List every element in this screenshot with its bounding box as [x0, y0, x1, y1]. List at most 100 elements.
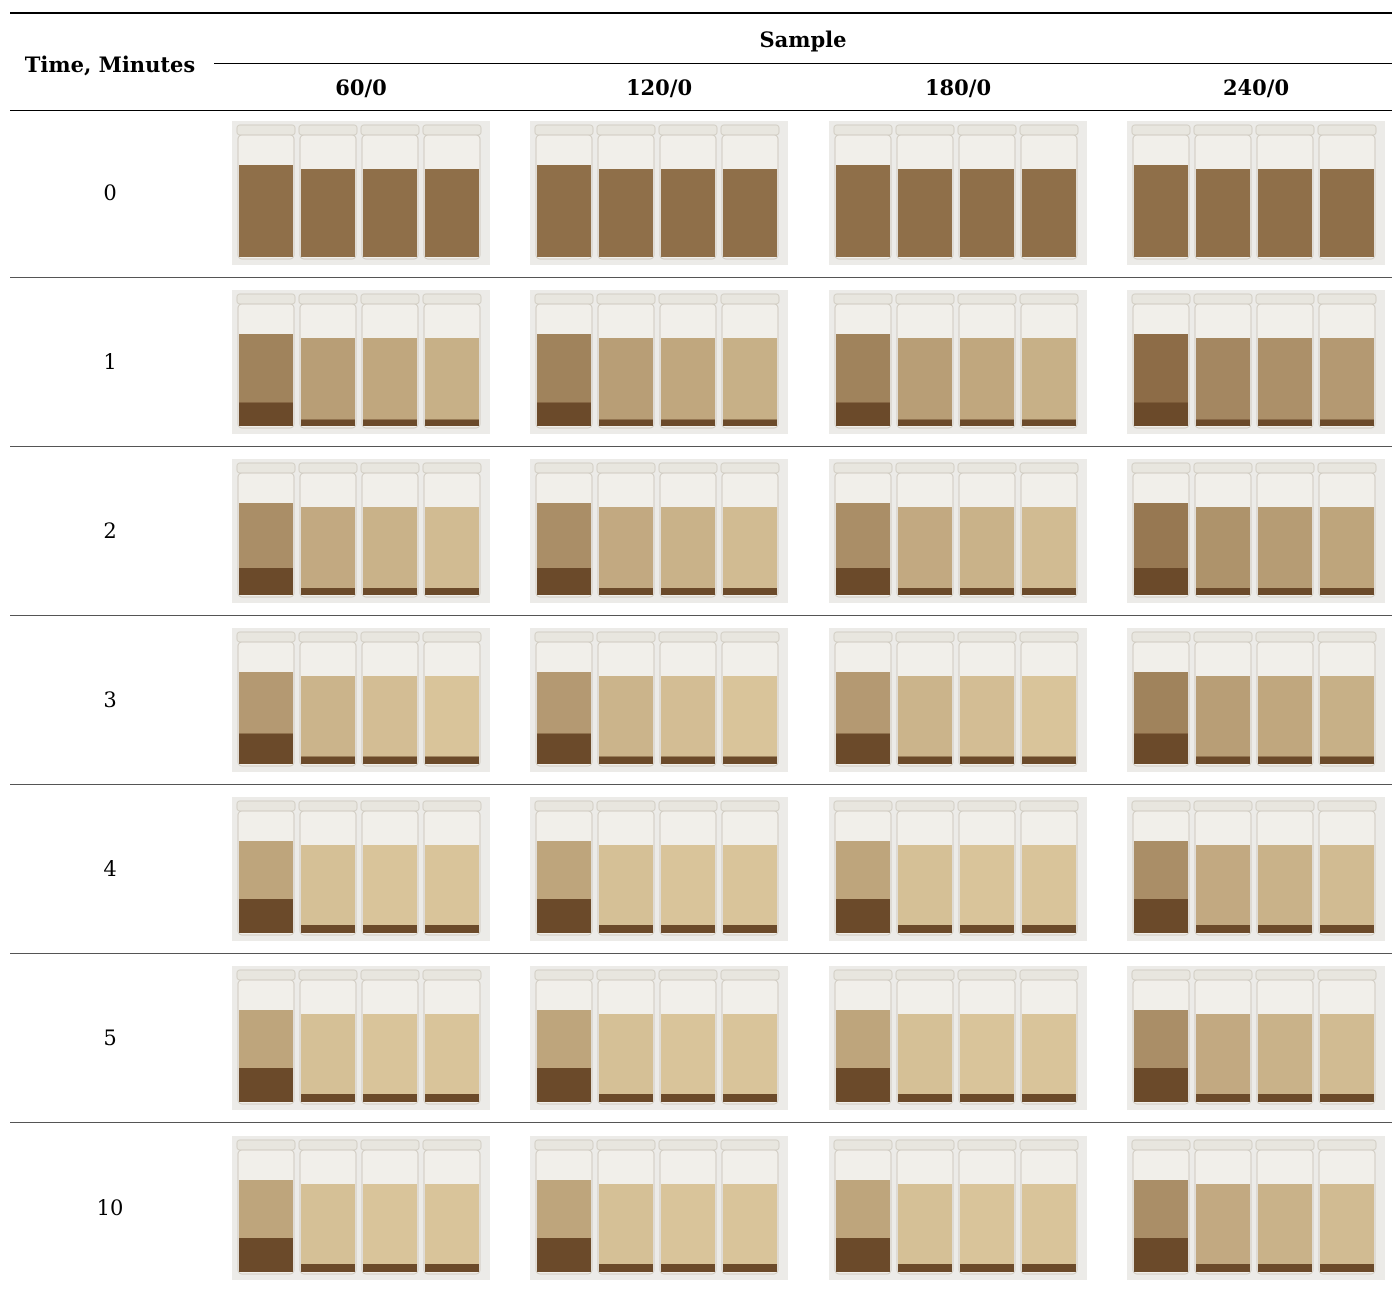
vial-cap	[236, 462, 296, 474]
vial-sediment	[1258, 588, 1312, 595]
vial	[1193, 1139, 1253, 1275]
column-header-60-0: 60/0	[335, 75, 387, 100]
vial	[895, 293, 955, 429]
vial	[833, 800, 893, 936]
time-cell: 10	[96, 1196, 124, 1220]
vial-liquid	[1196, 338, 1250, 426]
vial-sediment	[661, 419, 715, 426]
vial-sediment	[537, 1068, 591, 1102]
vials-illustration	[1127, 121, 1385, 265]
vial-sediment	[425, 1094, 479, 1102]
vial-liquid	[898, 845, 952, 933]
sample-vials-photo	[232, 797, 490, 941]
vials-illustration	[1127, 1136, 1385, 1280]
vial-sediment	[661, 588, 715, 595]
vial	[833, 631, 893, 767]
vial-cap	[658, 462, 718, 474]
vial-cap	[534, 969, 594, 981]
vial-liquid	[1196, 507, 1250, 595]
vial-sediment	[1134, 1068, 1188, 1102]
vial-liquid	[898, 338, 952, 426]
vial-sediment	[1320, 756, 1374, 764]
sample-vials-photo	[232, 628, 490, 772]
sample-vials-photo	[829, 1136, 1087, 1280]
vial-liquid	[301, 507, 355, 595]
vial-cap	[1255, 462, 1315, 474]
vial-liquid	[960, 845, 1014, 933]
vial	[1317, 800, 1377, 936]
vial	[1255, 800, 1315, 936]
vial-sediment	[960, 756, 1014, 764]
vial	[1019, 969, 1079, 1105]
vial-sediment	[301, 1264, 355, 1272]
vial-liquid	[599, 169, 653, 257]
vial	[957, 124, 1017, 260]
vials-illustration	[232, 966, 490, 1110]
vial-liquid	[960, 338, 1014, 426]
vial	[1255, 969, 1315, 1105]
vial-sediment	[661, 925, 715, 933]
vial-sediment	[836, 1238, 890, 1272]
vial-sediment	[1022, 925, 1076, 933]
vial	[596, 293, 656, 429]
vial	[596, 124, 656, 260]
vial	[1317, 462, 1377, 598]
vial-sediment	[1320, 925, 1374, 933]
vial-sediment	[1258, 925, 1312, 933]
vial-liquid	[239, 165, 293, 257]
vial-cap	[534, 462, 594, 474]
vial-cap	[1193, 124, 1253, 136]
vial-sediment	[1258, 1264, 1312, 1272]
sample-vials-photo	[232, 966, 490, 1110]
vial-cap	[360, 800, 420, 812]
vial	[658, 124, 718, 260]
table-top-rule	[10, 12, 1392, 14]
vial	[422, 124, 482, 260]
vial	[658, 631, 718, 767]
vial	[360, 631, 420, 767]
vial	[1131, 462, 1191, 598]
vial	[833, 124, 893, 260]
vial-cap	[422, 1139, 482, 1151]
vial-liquid	[301, 1014, 355, 1102]
vial-liquid	[723, 676, 777, 764]
vial-cap	[1255, 631, 1315, 643]
vial	[534, 631, 594, 767]
column-header-180-0: 180/0	[924, 75, 992, 100]
vial-liquid	[898, 676, 952, 764]
vial-liquid	[301, 676, 355, 764]
vial	[957, 631, 1017, 767]
vial	[833, 969, 893, 1105]
vial	[895, 800, 955, 936]
vial-liquid	[1022, 1014, 1076, 1102]
vial-liquid	[425, 1184, 479, 1272]
header-bottom-rule	[10, 110, 1392, 111]
vial-cap	[534, 800, 594, 812]
vial-cap	[833, 631, 893, 643]
vial-sediment	[1258, 419, 1312, 426]
vial-liquid	[661, 507, 715, 595]
vial-liquid	[661, 1014, 715, 1102]
sample-vials-photo	[829, 797, 1087, 941]
vial	[1193, 800, 1253, 936]
sample-vials-photo	[530, 121, 788, 265]
vial-liquid	[1258, 338, 1312, 426]
vial-cap	[895, 462, 955, 474]
sample-vials-photo	[1127, 628, 1385, 772]
vial-sediment	[599, 756, 653, 764]
vial-cap	[895, 1139, 955, 1151]
vial-cap	[422, 969, 482, 981]
vials-illustration	[829, 121, 1087, 265]
vial	[298, 631, 358, 767]
vial-cap	[1019, 1139, 1079, 1151]
vial-cap	[1019, 800, 1079, 812]
vial-cap	[658, 800, 718, 812]
vial	[360, 969, 420, 1105]
sample-vials-photo	[1127, 121, 1385, 265]
sample-vials-photo	[530, 290, 788, 434]
vial-sediment	[1196, 419, 1250, 426]
vial-liquid	[723, 845, 777, 933]
vial	[422, 293, 482, 429]
vial-liquid	[363, 169, 417, 257]
vial	[658, 969, 718, 1105]
